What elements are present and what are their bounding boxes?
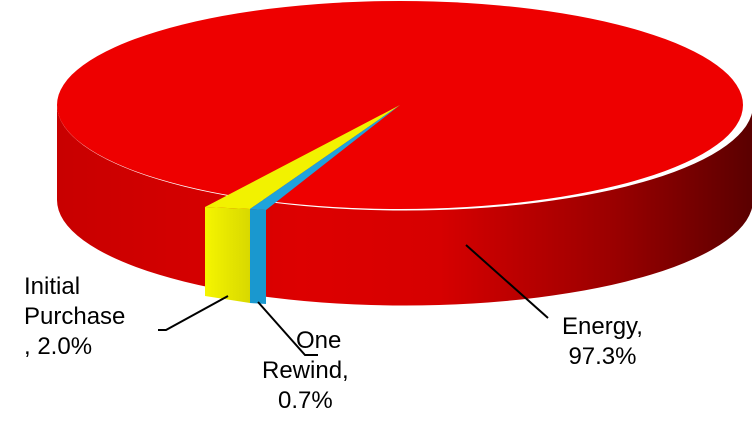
label-energy-line2: 97.3% <box>568 343 637 370</box>
slice-one-rewind-side <box>250 209 266 304</box>
leader-line-rewind <box>257 301 318 356</box>
label-rewind-line2: Rewind, <box>262 357 349 384</box>
label-rewind-line3: 0.7% <box>278 387 333 414</box>
label-energy-line1: Energy, <box>562 313 643 340</box>
label-initial-line2: Purchase <box>24 303 126 330</box>
label-one-rewind: One Rewind, 0.7% <box>262 326 349 416</box>
label-initial-line1: Initial <box>24 273 81 300</box>
slice-initial-purchase-side <box>205 207 250 303</box>
slice-initial-purchase <box>205 105 400 209</box>
label-initial-line3: , 2.0% <box>24 333 93 360</box>
label-energy: Energy, 97.3% <box>562 312 643 372</box>
leader-line-initial <box>158 295 229 331</box>
label-initial-purchase: Initial Purchase , 2.0% <box>24 272 125 362</box>
slice-one-rewind <box>250 105 400 210</box>
label-rewind-line1: One <box>296 327 342 354</box>
leader-line-energy <box>465 244 549 319</box>
